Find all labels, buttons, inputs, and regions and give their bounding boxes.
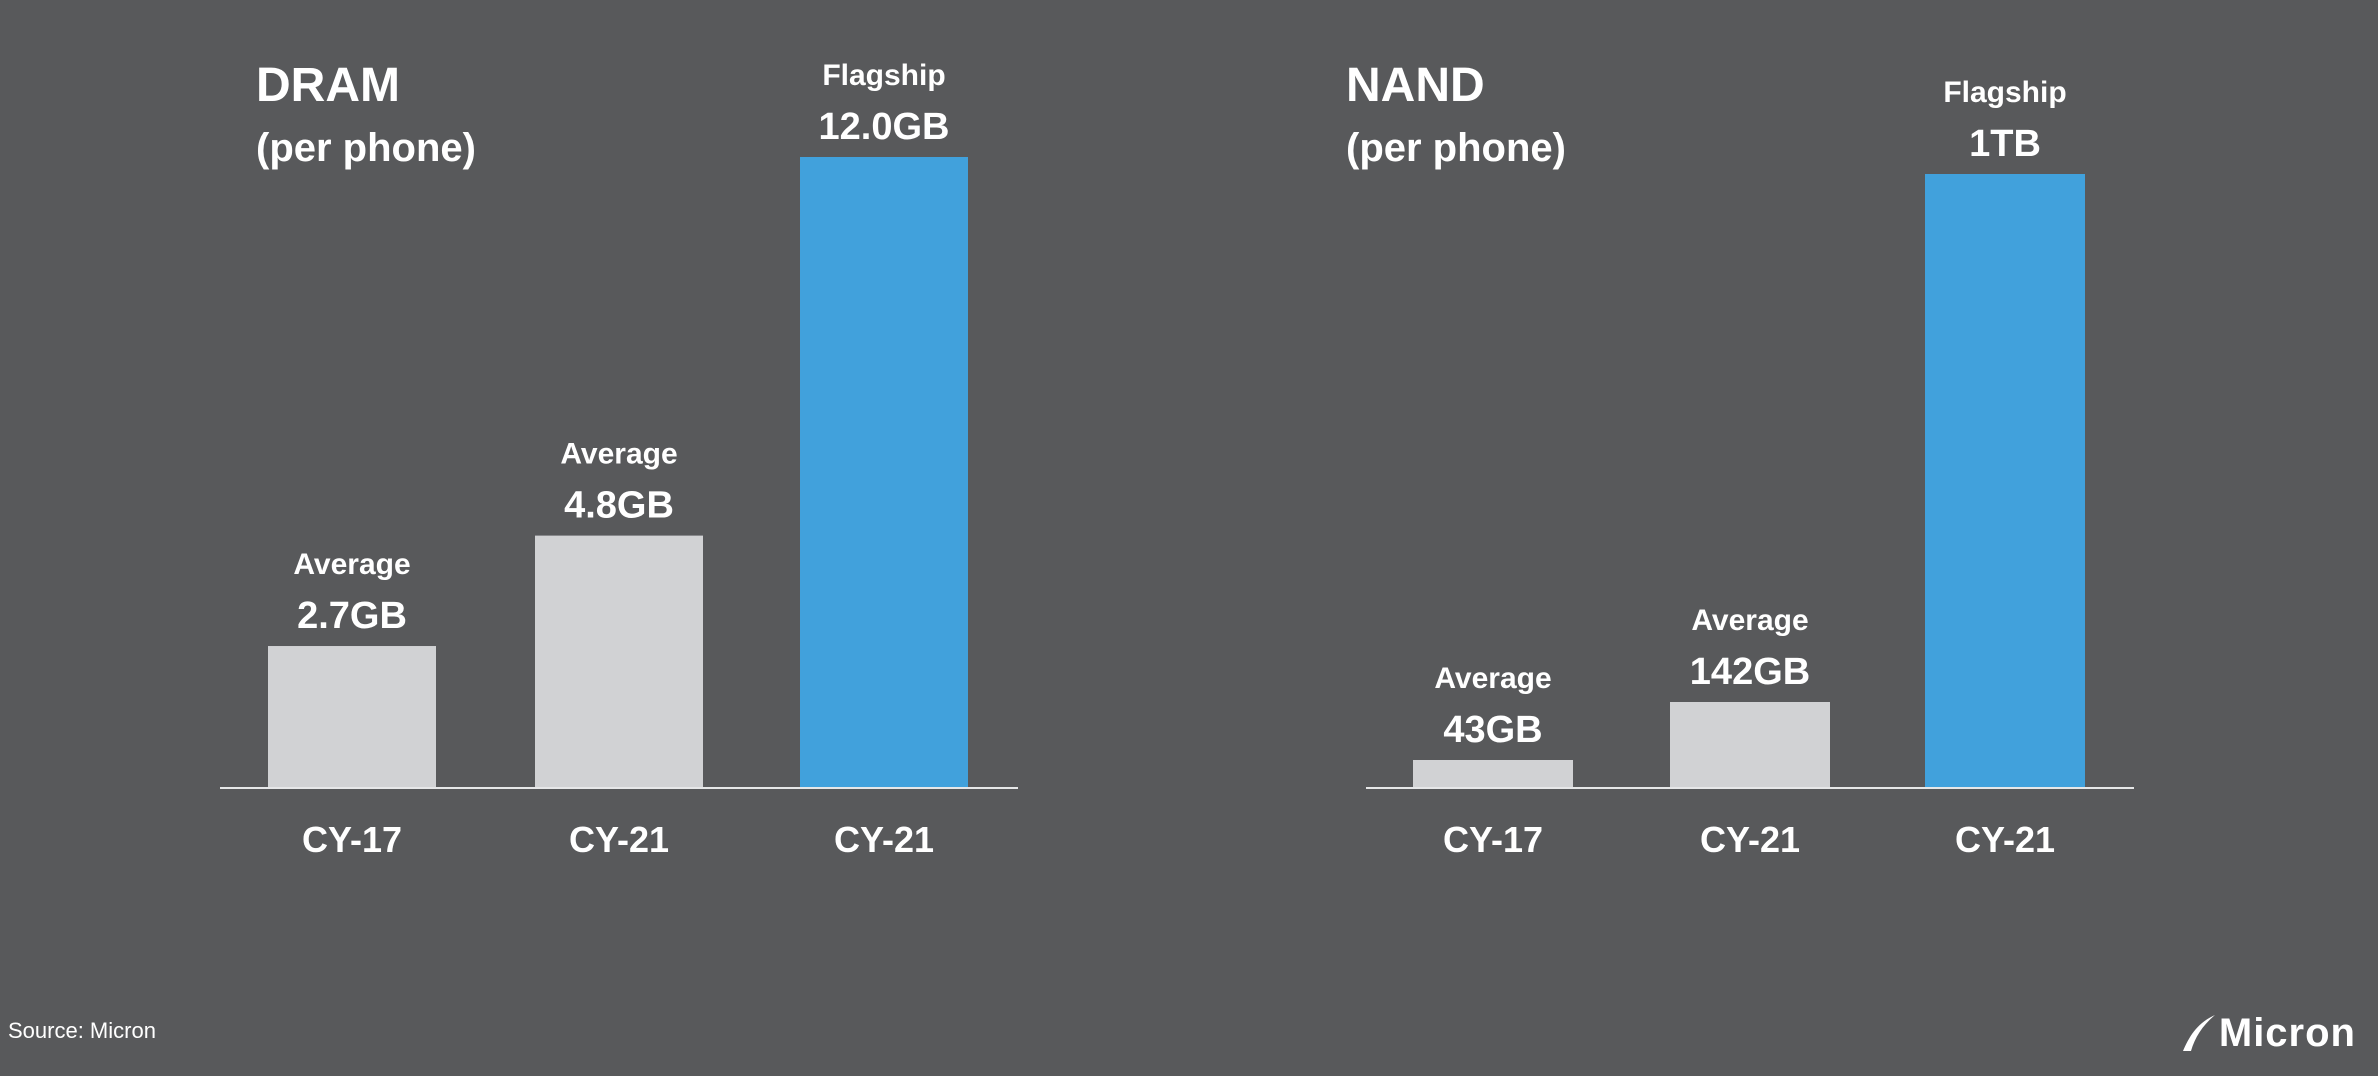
dram-bar-2 — [535, 535, 703, 788]
micron-logo: Micron — [2179, 1008, 2356, 1058]
nand-bar-chart: 43GB Average CY-17 142GB Average CY-21 1TB Flag… — [1366, 76, 2134, 860]
nand-bar-2-caption: Average — [1691, 604, 1808, 637]
nand-bar-1-caption: Average — [1434, 662, 1551, 695]
nand-bar-3 — [1925, 174, 2085, 788]
nand-x-tick-3: CY-21 — [1955, 819, 2055, 860]
dram-chart-subtitle: (per phone) — [256, 126, 476, 170]
dram-bar-chart: 2.7GB Average CY-17 4.8GB Average CY-21 12.0GB… — [220, 59, 1018, 860]
dram-x-tick-1: CY-17 — [302, 819, 402, 860]
nand-bar-2 — [1670, 702, 1830, 788]
nand-bar-2-value-label: 142GB — [1690, 651, 1810, 693]
nand-bar-3-value-label: 1TB — [1969, 123, 2041, 165]
dram-bar-3 — [800, 157, 968, 788]
dram-bar-1 — [268, 646, 436, 788]
micron-logo-text: Micron — [2218, 1010, 2356, 1055]
nand-bar-3-caption: Flagship — [1943, 76, 2066, 109]
dram-bar-3-value-label: 12.0GB — [819, 106, 950, 148]
micron-logo-swoosh-icon — [2182, 1015, 2215, 1051]
source-note: Source: Micron — [8, 1018, 156, 1043]
dram-bar-1-caption: Average — [293, 548, 410, 581]
dram-bar-2-value-label: 4.8GB — [564, 485, 674, 527]
dram-x-tick-3: CY-21 — [834, 819, 934, 860]
nand-bar-1-value-label: 43GB — [1443, 709, 1542, 751]
nand-x-tick-2: CY-21 — [1700, 819, 1800, 860]
dram-x-tick-2: CY-21 — [569, 819, 669, 860]
nand-x-tick-1: CY-17 — [1443, 819, 1543, 860]
nand-bar-1 — [1413, 760, 1573, 788]
nand-chart-title: NAND — [1346, 59, 1485, 112]
dram-bar-3-caption: Flagship — [822, 59, 945, 92]
dram-bar-1-value-label: 2.7GB — [297, 595, 407, 637]
dram-chart-title: DRAM — [256, 59, 400, 112]
dram-bar-2-caption: Average — [560, 438, 677, 471]
nand-chart-subtitle: (per phone) — [1346, 126, 1566, 170]
